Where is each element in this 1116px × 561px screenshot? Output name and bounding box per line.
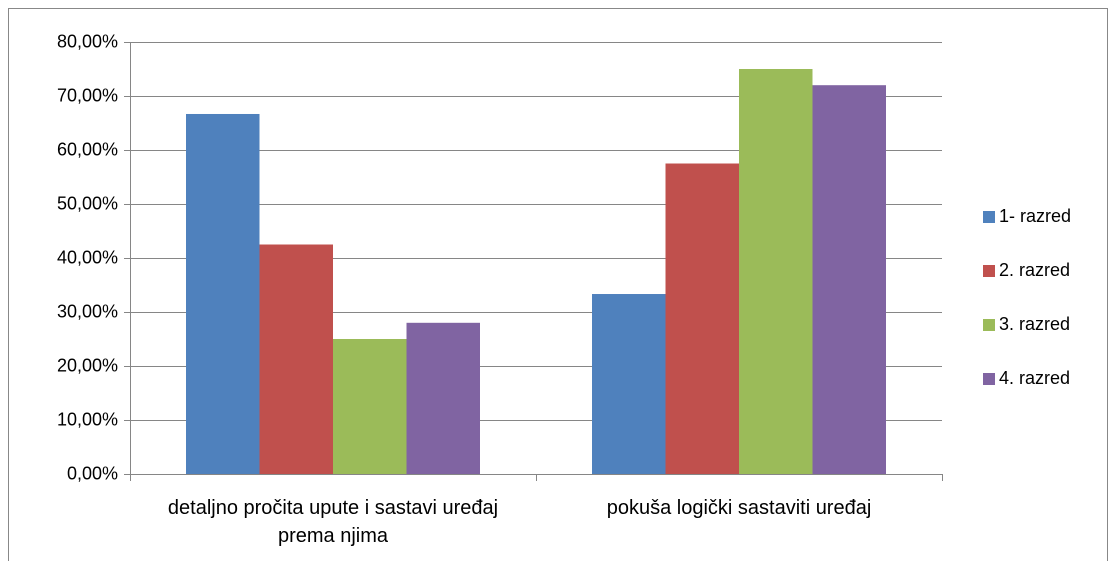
legend-swatch: [983, 319, 995, 331]
y-tick-label: 60,00%: [57, 139, 118, 159]
y-tick-label: 50,00%: [57, 193, 118, 213]
y-tick-label: 30,00%: [57, 301, 118, 321]
y-tick-label: 0,00%: [67, 463, 118, 483]
x-tick-label: detaljno pročita upute i sastavi uređaj …: [167, 497, 499, 547]
legend-label: 2. razred: [999, 260, 1070, 280]
x-tick-label: pokuša logički sastaviti uređaj: [606, 497, 872, 519]
y-tick-label: 20,00%: [57, 355, 118, 375]
legend-swatch: [983, 373, 995, 385]
y-tick-label: 40,00%: [57, 247, 118, 267]
y-tick-label: 70,00%: [57, 85, 118, 105]
chart-border: [8, 8, 1108, 561]
bar: [739, 69, 813, 474]
bar: [812, 85, 886, 474]
legend-label: 4. razred: [999, 368, 1070, 388]
y-tick-label: 80,00%: [57, 31, 118, 51]
legend-label: 1- razred: [999, 206, 1071, 226]
legend-label: 3. razred: [999, 314, 1070, 334]
bar: [665, 163, 739, 474]
y-tick-label: 10,00%: [57, 409, 118, 429]
bar: [406, 322, 480, 474]
bar: [592, 294, 666, 474]
bar: [259, 244, 333, 474]
legend-swatch: [983, 211, 995, 223]
bar: [333, 339, 407, 474]
bar: [186, 113, 260, 475]
legend-swatch: [983, 265, 995, 277]
